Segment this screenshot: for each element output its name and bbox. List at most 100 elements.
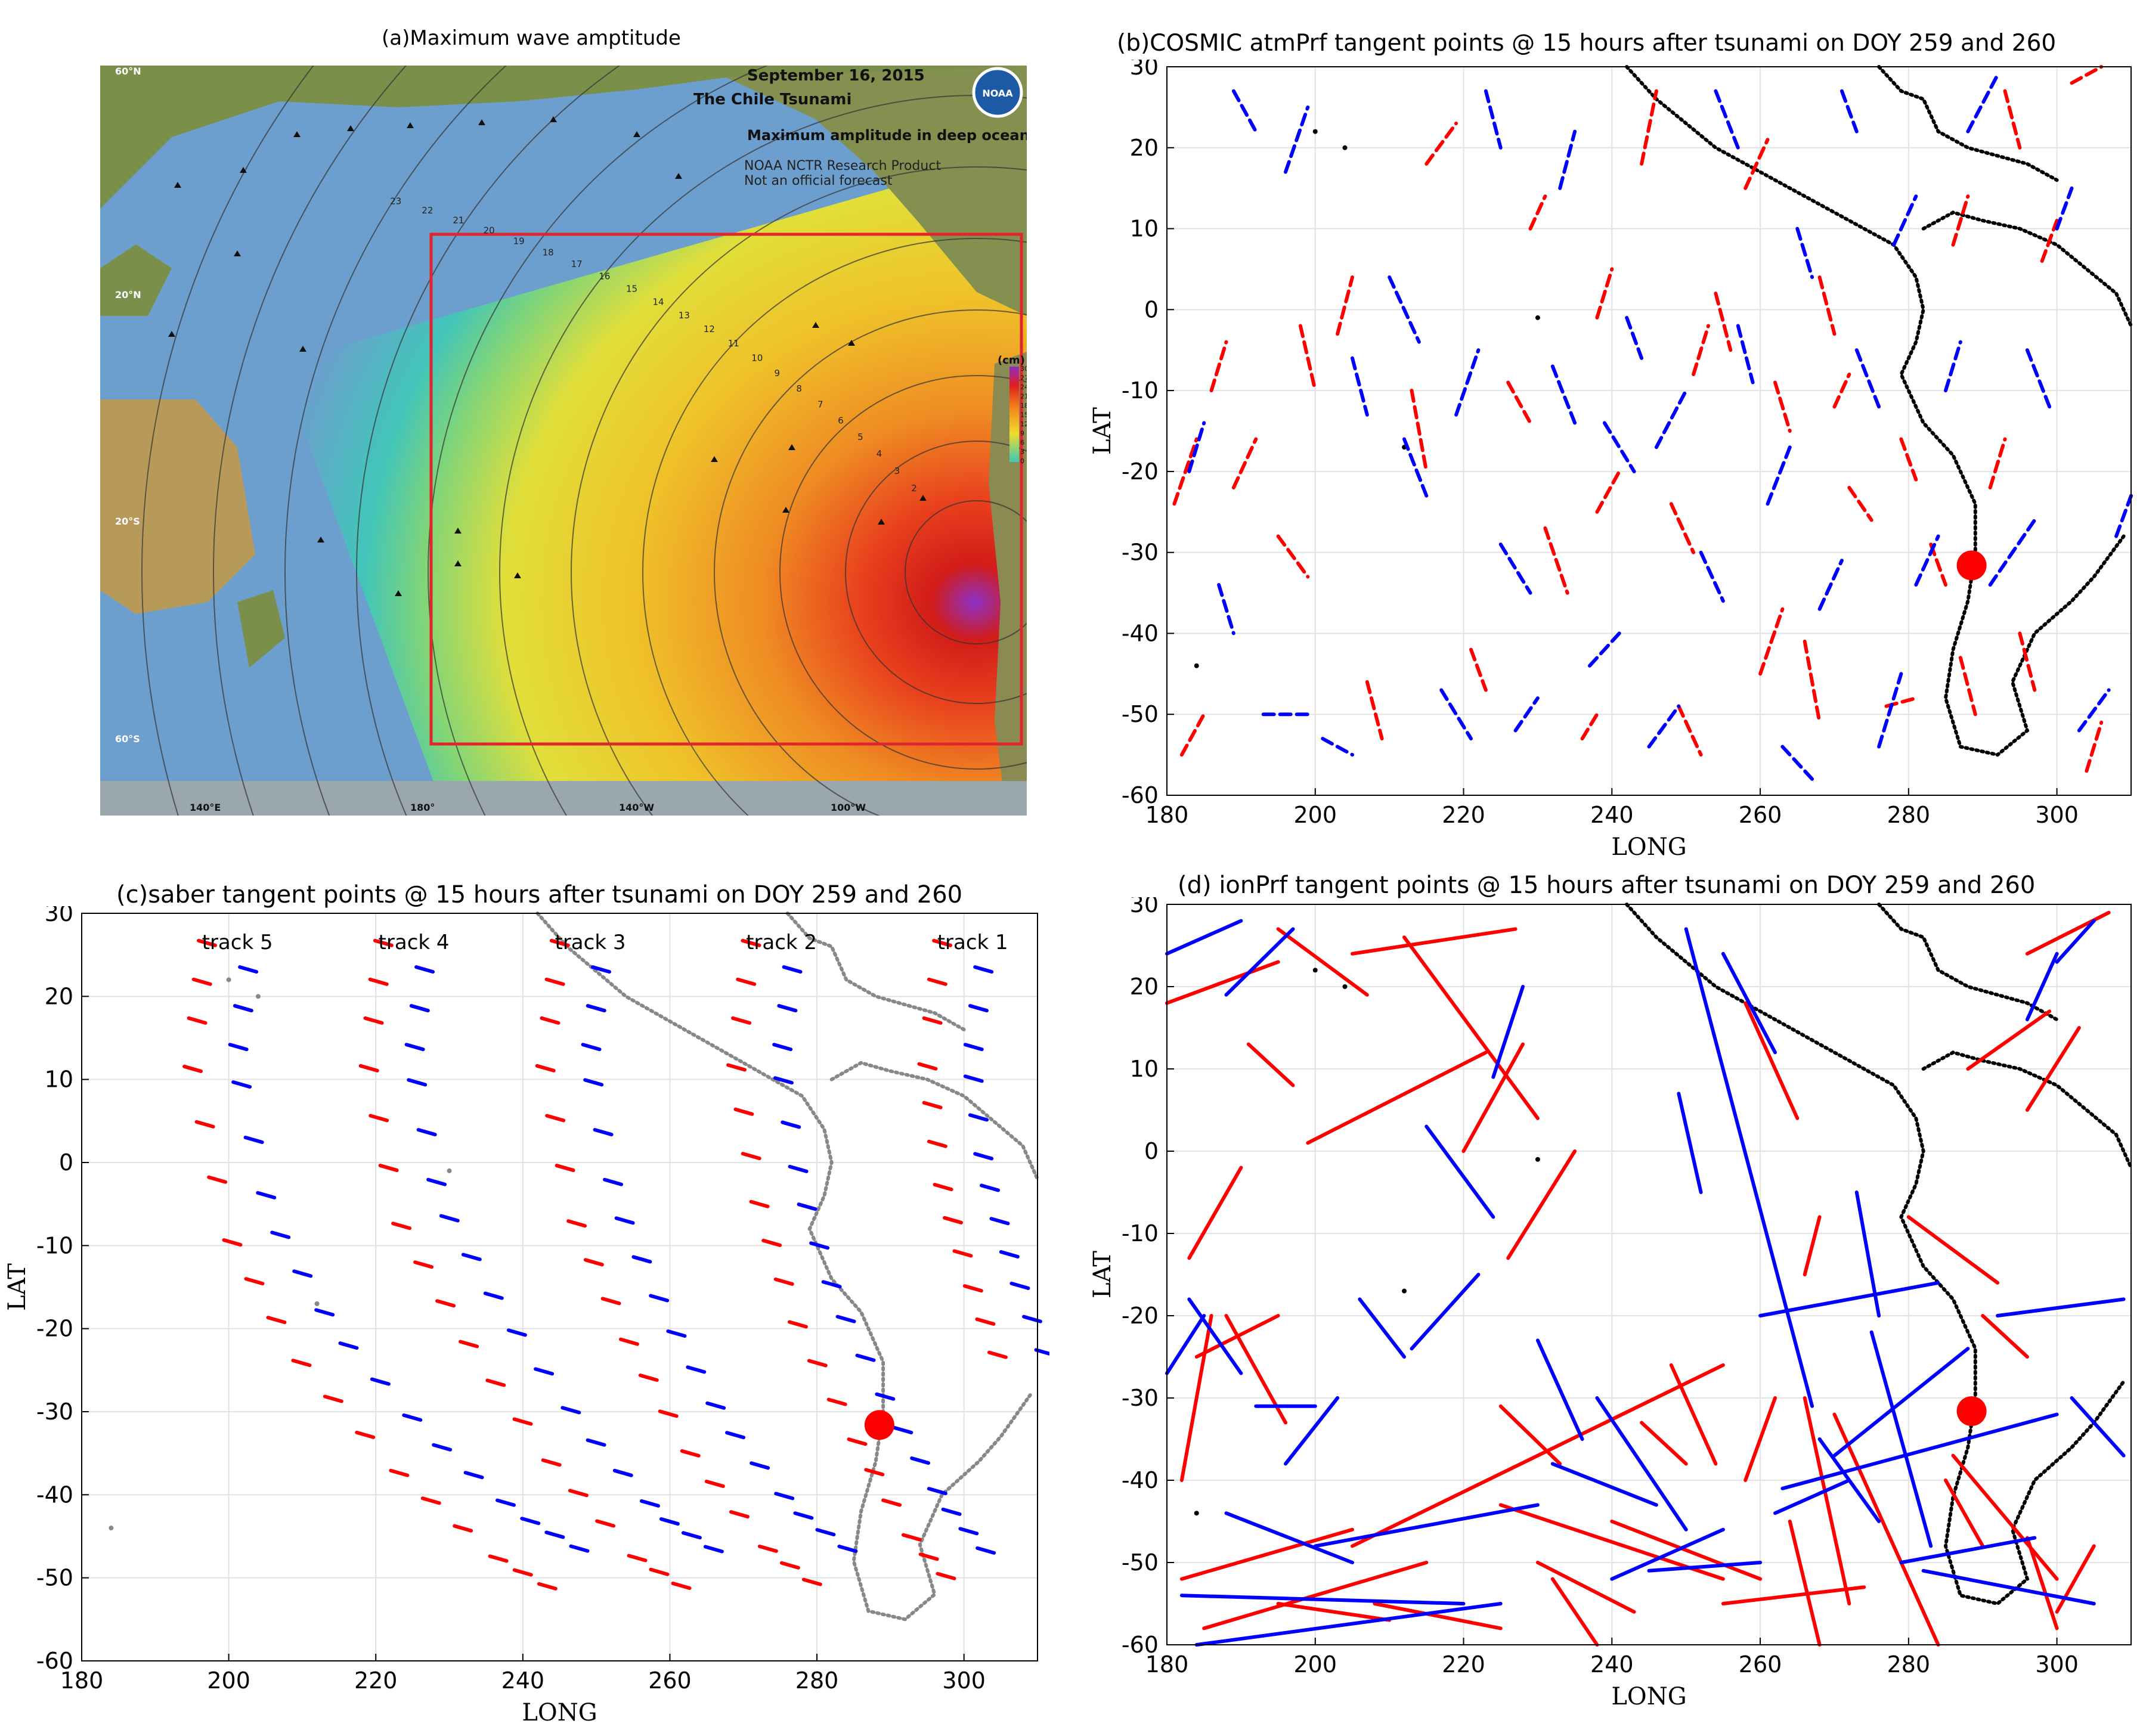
red-tangent-segment bbox=[922, 1100, 943, 1109]
contour-hour-label: 23 bbox=[390, 196, 401, 206]
coastline bbox=[1625, 65, 2126, 757]
blue-tangent-segment bbox=[1795, 227, 1814, 279]
colorbar-unit: (cm) bbox=[998, 354, 1025, 367]
plot-frame bbox=[81, 913, 1038, 1661]
red-tangent-segment bbox=[1424, 122, 1458, 166]
island-dot bbox=[1194, 1511, 1199, 1516]
blue-tangent-segment bbox=[1914, 534, 1940, 587]
red-tangent-segment bbox=[1469, 647, 1488, 692]
blue-tangent-segment bbox=[1677, 1092, 1703, 1194]
x-tick-label: 220 bbox=[1442, 802, 1485, 828]
y-tick-label: -50 bbox=[36, 1565, 73, 1591]
red-tangent-segment bbox=[420, 1496, 441, 1505]
blue-tangent-segment bbox=[1921, 1568, 2096, 1605]
blue-tangent-segment bbox=[1402, 437, 1429, 498]
y-tick-label: 0 bbox=[1144, 296, 1159, 323]
red-tangent-segment bbox=[962, 1284, 983, 1293]
blue-tangent-segment bbox=[583, 1078, 604, 1087]
red-tangent-segment bbox=[2025, 910, 2111, 956]
blue-tangent-segment bbox=[788, 1164, 809, 1173]
red-tangent-segment bbox=[545, 1114, 566, 1123]
contour-hour-label: 8 bbox=[796, 383, 802, 394]
red-tangent-segment bbox=[638, 1373, 659, 1382]
coastline bbox=[1877, 903, 2059, 1022]
blue-tangent-segment bbox=[793, 1511, 814, 1520]
x-axis-label: LONG bbox=[1611, 833, 1686, 861]
island-dot bbox=[109, 1526, 114, 1531]
blue-tangent-segment bbox=[1550, 1462, 1658, 1507]
y-tick-label: -10 bbox=[1122, 377, 1159, 404]
blue-tangent-segment bbox=[1684, 927, 1814, 1408]
red-tangent-segment bbox=[726, 1063, 747, 1072]
y-tick-label: 30 bbox=[1130, 60, 1159, 80]
x-tick-label: 300 bbox=[2035, 1651, 2079, 1678]
contour-hour-label: 22 bbox=[422, 205, 433, 216]
x-tick-label: 260 bbox=[1739, 1651, 1782, 1678]
red-tangent-segment bbox=[1276, 534, 1310, 579]
blue-tangent-segment bbox=[875, 1392, 896, 1401]
y-tick-label: -30 bbox=[36, 1399, 73, 1425]
red-tangent-segment bbox=[736, 977, 757, 986]
blue-tangent-segment bbox=[666, 1329, 687, 1338]
contour-hour-label: 7 bbox=[817, 399, 823, 410]
y-tick-label: -10 bbox=[36, 1232, 73, 1258]
red-tangent-segment bbox=[864, 1468, 885, 1477]
red-tangent-segment bbox=[355, 1430, 376, 1439]
red-tangent-segment bbox=[1944, 1478, 1985, 1548]
red-tangent-segment bbox=[680, 1449, 701, 1458]
panel-a-title: (a)Maximum wave amptitude bbox=[382, 26, 681, 50]
island-dot bbox=[447, 1168, 452, 1173]
lat-label-60s: 60°S bbox=[115, 733, 140, 745]
blue-tangent-segment bbox=[1602, 421, 1636, 473]
red-tangent-segment bbox=[2025, 1536, 2059, 1630]
australia-land bbox=[100, 399, 255, 614]
x-tick-label: 200 bbox=[1294, 802, 1337, 828]
red-tangent-segment bbox=[1351, 1363, 1725, 1548]
red-tangent-segment bbox=[741, 938, 761, 947]
red-tangent-segment bbox=[658, 1409, 679, 1418]
panel-d-title: (d) ionPrf tangent points @ 15 hours aft… bbox=[1178, 872, 2036, 899]
red-tangent-segment bbox=[453, 1524, 473, 1533]
x-tick-label: 180 bbox=[60, 1667, 104, 1694]
red-tangent-segment bbox=[1298, 324, 1317, 393]
red-tangent-segment bbox=[927, 1139, 947, 1148]
blue-tangent-segment bbox=[496, 1498, 516, 1507]
blue-tangent-segment bbox=[243, 1135, 264, 1144]
colorbar-tick-label: 21 bbox=[1020, 393, 1027, 401]
red-tangent-segment bbox=[1506, 1149, 1577, 1260]
contour-hour-label: 19 bbox=[513, 236, 525, 247]
blue-tangent-segment bbox=[1165, 919, 1243, 956]
contour-hour-label: 3 bbox=[894, 466, 900, 476]
north-america-land bbox=[726, 66, 1027, 316]
blue-tangent-segment bbox=[1284, 1396, 1340, 1466]
blue-tangent-segment bbox=[999, 1250, 1020, 1258]
red-tangent-segment bbox=[1306, 1050, 1488, 1145]
noaa-logo-text: NOAA bbox=[982, 88, 1013, 99]
red-tangent-segment bbox=[1951, 194, 1970, 247]
blue-tangent-segment bbox=[1966, 73, 2000, 134]
blue-tangent-segment bbox=[1231, 89, 1258, 134]
blue-tangent-segment bbox=[968, 1113, 989, 1122]
blue-tangent-segment bbox=[640, 1499, 661, 1508]
red-tangent-segment bbox=[936, 1571, 956, 1580]
red-tangent-segment bbox=[649, 1567, 670, 1576]
red-tangent-segment bbox=[1958, 656, 1977, 717]
red-tangent-segment bbox=[1461, 1042, 1525, 1153]
lon-label-180: 180° bbox=[410, 802, 435, 813]
red-tangent-segment bbox=[943, 1216, 964, 1224]
red-tangent-segment bbox=[512, 1417, 533, 1426]
blue-tangent-segment bbox=[1780, 745, 1814, 781]
blue-tangent-segment bbox=[1224, 1511, 1354, 1564]
blue-tangent-segment bbox=[544, 1530, 565, 1539]
island-dot bbox=[255, 994, 261, 999]
blue-tangent-segment bbox=[1034, 1348, 1049, 1356]
blue-tangent-segment bbox=[963, 1043, 984, 1052]
plot-frame bbox=[1166, 904, 2132, 1645]
blue-tangent-segment bbox=[1832, 1347, 1970, 1458]
blue-tangent-segment bbox=[370, 1377, 391, 1386]
red-tangent-segment bbox=[182, 1064, 203, 1073]
y-tick-label: -20 bbox=[36, 1316, 73, 1342]
contour-hour-label: 15 bbox=[626, 284, 637, 294]
blue-tangent-segment bbox=[1610, 1527, 1725, 1581]
red-tangent-segment bbox=[1179, 1527, 1354, 1581]
